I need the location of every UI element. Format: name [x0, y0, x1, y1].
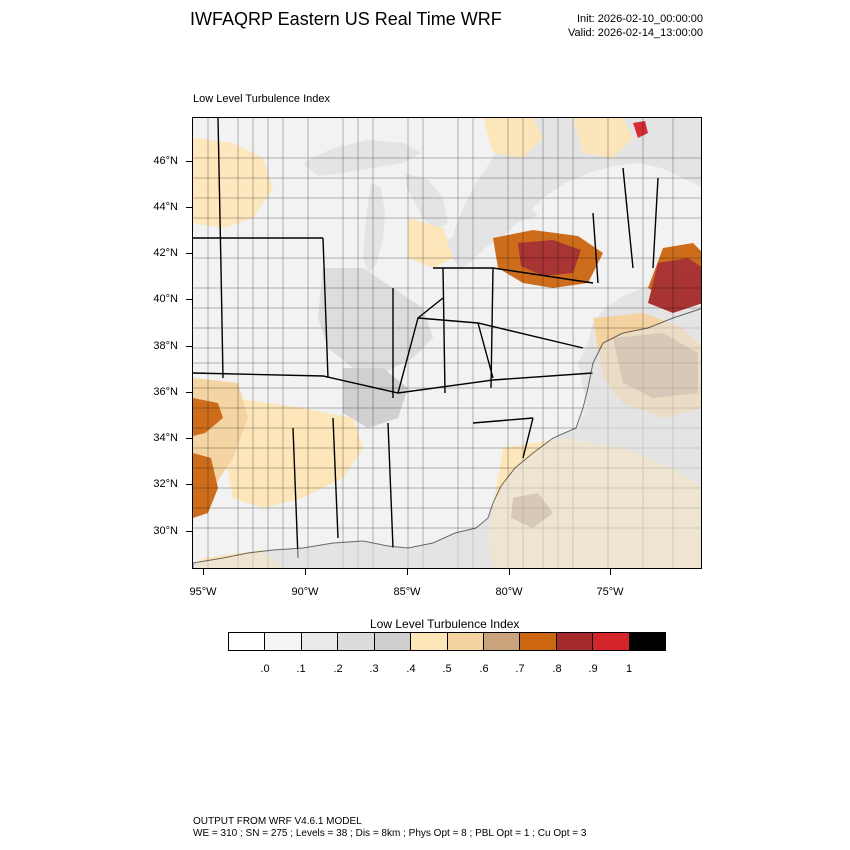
colorbar-box — [447, 633, 484, 650]
lat-tick — [186, 484, 192, 485]
lat-label: 46°N — [153, 155, 178, 167]
panel-title: Low Level Turbulence Index — [193, 93, 330, 105]
model-info-line-1: OUTPUT FROM WRF V4.6.1 MODEL — [193, 816, 362, 827]
colorbar-box — [301, 633, 339, 650]
lon-tick — [610, 569, 611, 575]
ocean-east — [193, 308, 701, 568]
colorbar-label: .4 — [406, 663, 416, 675]
colorbar-box — [411, 633, 448, 650]
colorbar-title: Low Level Turbulence Index — [370, 617, 520, 631]
lake-michigan — [363, 183, 385, 273]
map-plot — [192, 117, 702, 569]
lat-tick — [186, 346, 192, 347]
colorbar-label: .5 — [442, 663, 452, 675]
colorbar-label: .8 — [552, 663, 562, 675]
colorbar-label: 1 — [625, 663, 633, 675]
map-canvas — [193, 118, 701, 568]
lake-erie — [433, 226, 498, 252]
lon-tick — [407, 569, 408, 575]
init-time: Init: 2026-02-10_00:00:00 — [577, 13, 703, 25]
lat-tick — [186, 438, 192, 439]
lat-tick — [186, 392, 192, 393]
colorbar-box — [229, 633, 266, 650]
lake-ontario — [493, 210, 538, 222]
lat-label: 44°N — [153, 201, 178, 213]
lon-tick — [509, 569, 510, 575]
lon-label: 85°W — [393, 586, 421, 598]
colorbar-box — [265, 633, 302, 650]
lat-label: 42°N — [153, 247, 178, 259]
colorbar-label: .1 — [296, 663, 306, 675]
lat-label: 34°N — [153, 432, 178, 444]
lon-label: 80°W — [495, 586, 523, 598]
colorbar-label: .3 — [369, 663, 379, 675]
lat-tick — [186, 207, 192, 208]
valid-time: Valid: 2026-02-14_13:00:00 — [568, 27, 703, 39]
lat-tick — [186, 161, 192, 162]
state-boundaries — [193, 118, 659, 559]
colorbar-label: .2 — [333, 663, 343, 675]
colorbar-box — [593, 633, 630, 650]
lat-label: 40°N — [153, 293, 178, 305]
lake-huron — [405, 173, 448, 230]
lat-tick — [186, 531, 192, 532]
lon-label: 90°W — [291, 586, 319, 598]
colorbar — [228, 632, 666, 651]
colorbar-box — [556, 633, 594, 650]
lon-tick — [305, 569, 306, 575]
model-info-line-2: WE = 310 ; SN = 275 ; Levels = 38 ; Dis … — [193, 828, 587, 839]
main-title: IWFAQRP Eastern US Real Time WRF — [190, 9, 502, 29]
colorbar-box — [374, 633, 412, 650]
lat-label: 32°N — [153, 478, 178, 490]
colorbar-label: .6 — [479, 663, 489, 675]
colorbar-box — [483, 633, 521, 650]
colorbar-label: .9 — [588, 663, 598, 675]
colorbar-box — [338, 633, 375, 650]
lat-label: 30°N — [153, 525, 178, 537]
colorbar-box — [629, 633, 666, 650]
lat-tick — [186, 253, 192, 254]
colorbar-box — [520, 633, 557, 650]
lat-tick — [186, 299, 192, 300]
lon-label: 75°W — [596, 586, 624, 598]
colorbar-label: .7 — [515, 663, 525, 675]
colorbar-label: .0 — [260, 663, 270, 675]
lon-label: 95°W — [189, 586, 217, 598]
lon-tick — [203, 569, 204, 575]
lat-label: 36°N — [153, 386, 178, 398]
lat-label: 38°N — [153, 340, 178, 352]
